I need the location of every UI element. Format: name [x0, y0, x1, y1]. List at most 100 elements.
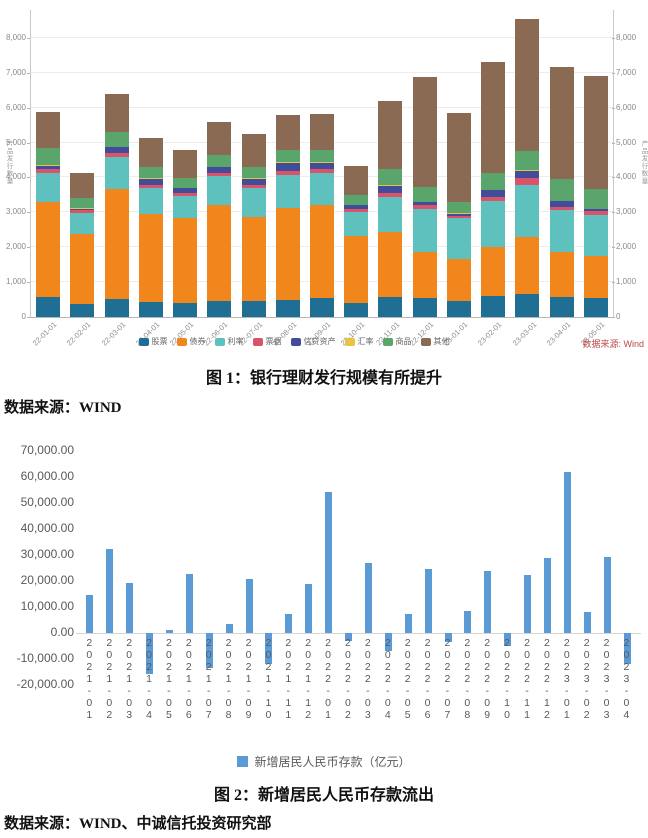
bar-segment [446, 113, 471, 202]
bar-segment [549, 200, 574, 208]
bar-segment [70, 208, 95, 211]
figure1-datasource-line: 数据来源：WIND [4, 400, 122, 416]
bar-segment [70, 304, 95, 317]
legend-swatch [420, 337, 431, 346]
x-tick-label: 2021-11 [282, 637, 295, 721]
bar-segment [583, 209, 608, 212]
legend-label: 票据 [265, 337, 282, 346]
bar-segment [275, 299, 300, 317]
bar-segment [173, 303, 198, 317]
x-tick-label: 2021-03 [123, 637, 136, 721]
bar-segment [378, 101, 403, 170]
bar [166, 630, 174, 633]
figure2-plot-area: 2021-01 2021-02 2021-03 2021-04 2021-05 2021-… [76, 451, 641, 741]
y-tick-mark [612, 177, 615, 179]
bar [205, 633, 213, 669]
bar-segment [207, 204, 232, 301]
y-tick-mark [612, 282, 615, 284]
bar-segment [481, 62, 506, 174]
bar [265, 633, 273, 665]
bar-segment [241, 178, 266, 179]
bar-segment [412, 252, 437, 298]
bar-segment [36, 172, 61, 203]
bar-segment [481, 296, 506, 317]
bar-segment [104, 298, 129, 317]
bar-segment [36, 111, 61, 149]
bar [384, 633, 392, 652]
bar [603, 557, 611, 633]
y-tick-mark [27, 177, 30, 179]
bar-segment [515, 18, 540, 152]
bar [285, 614, 293, 633]
bar-segment [344, 205, 369, 209]
y-tick-label: -20,000.00 [16, 677, 74, 691]
x-tick-label: 2021-01 [83, 637, 96, 721]
bar-segment [36, 297, 61, 317]
bar-segment [241, 166, 266, 179]
x-tick-label: 2021-10 [262, 637, 275, 721]
x-tick-label: 2021-04 [143, 637, 156, 721]
y-tick-mark [612, 247, 615, 249]
x-tick-label: 2021-07 [202, 637, 215, 721]
y-tick-label-right: 6,000 [616, 102, 637, 112]
bar-segment [309, 162, 334, 163]
bar [245, 579, 253, 633]
bar-segment [344, 208, 369, 212]
bar-segment [378, 197, 403, 232]
y-tick-label: 0.00 [50, 625, 74, 639]
stacked-bar [241, 133, 266, 317]
bar [424, 568, 432, 633]
bar-segment [481, 190, 506, 197]
figure1-plot-area: 22-01-01 22-02-01 22-03-01 22-04-01 22-05-01… [30, 10, 614, 348]
bar-segment [241, 301, 266, 317]
y-tick-label-right: 8,000 [616, 32, 637, 42]
x-tick-label: 2023-02 [580, 637, 593, 721]
bar-segment [70, 198, 95, 208]
y-tick-label-right: 2,000 [616, 242, 637, 252]
bar-segment [70, 213, 95, 234]
bar [504, 633, 512, 647]
y-tick-label-left: 6,000 [5, 102, 26, 112]
x-tick-label: 2021-02 [103, 637, 116, 721]
bar [524, 574, 532, 633]
bar-segment [412, 208, 437, 253]
stacked-bar [104, 94, 129, 317]
bar-segment [549, 297, 574, 317]
bar-segment [70, 173, 95, 199]
legend-swatch [382, 337, 393, 346]
bar-segment [173, 192, 198, 196]
x-tick-label: 2022-05 [401, 637, 414, 721]
x-tick-label: 2021-08 [222, 637, 235, 721]
stacked-bar [583, 76, 608, 317]
stacked-bar [344, 166, 369, 317]
bar-segment [412, 201, 437, 206]
y-tick-label-left: 7,000 [5, 67, 26, 77]
grid-line [31, 106, 613, 108]
y-tick-label-right: 0 [616, 312, 621, 321]
x-tick-label: 2022-08 [461, 637, 474, 721]
stacked-bar [173, 149, 198, 317]
legend-item: 商品 [382, 336, 412, 347]
bar-segment [481, 196, 506, 201]
bar-segment [344, 166, 369, 195]
figure2-caption: 图 2：新增居民人民币存款流出 [213, 787, 434, 804]
y-tick-label-left: 4,000 [5, 172, 26, 182]
figure1-bars [31, 10, 613, 317]
x-tick-label: 2021-06 [182, 637, 195, 721]
y-tick-mark [27, 37, 30, 39]
y-tick-label-right: 1,000 [616, 277, 637, 287]
bar-segment [549, 252, 574, 298]
bar-segment [275, 162, 300, 172]
bar-segment [412, 77, 437, 188]
bar-segment [36, 169, 61, 173]
legend-label: 商品 [395, 337, 412, 346]
legend-item: 汇率 [344, 336, 374, 347]
bar [126, 583, 134, 633]
bar [86, 594, 94, 633]
bar-segment [446, 215, 471, 219]
legend-label: 债券 [189, 337, 206, 346]
x-tick-label: 2023-03 [600, 637, 613, 721]
bar-segment [515, 178, 540, 185]
figure2-legend-swatch [237, 756, 249, 767]
